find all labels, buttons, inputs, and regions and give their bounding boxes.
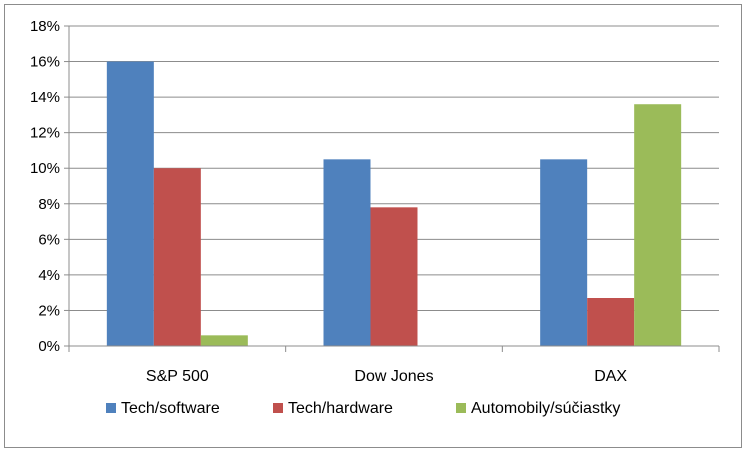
y-tick-label: 8% (38, 196, 60, 213)
y-tick-label: 0% (38, 338, 60, 355)
bar (200, 335, 248, 346)
x-axis-categories: S&P 500 Dow Jones DAX (146, 368, 628, 385)
bar (634, 104, 682, 346)
legend-swatch (273, 403, 283, 413)
x-category-label: S&P 500 (146, 368, 209, 385)
bar (587, 298, 635, 346)
bar (540, 159, 588, 346)
bar (370, 207, 418, 346)
bars (106, 61, 682, 347)
legend-swatch (456, 403, 466, 413)
legend-swatch (106, 403, 116, 413)
bar (106, 61, 154, 347)
axes (64, 25, 720, 352)
y-tick-label: 6% (38, 231, 60, 248)
y-tick-label: 16% (30, 54, 60, 71)
y-tick-label: 10% (30, 160, 60, 177)
y-axis-ticks: 0% 2% 4% 6% 8% 10% 12% 14% 16% 18% (30, 18, 60, 355)
x-category-label: Dow Jones (354, 368, 433, 385)
y-tick-label: 18% (30, 18, 60, 35)
legend-label: Automobily/súčiastky (471, 400, 620, 417)
x-category-label: DAX (594, 368, 627, 385)
y-tick-label: 4% (38, 267, 60, 284)
y-tick-label: 14% (30, 89, 60, 106)
legend: Tech/software Tech/hardware Automobily/súč… (106, 400, 620, 417)
legend-label: Tech/software (121, 400, 220, 417)
y-tick-label: 2% (38, 302, 60, 319)
bar (323, 159, 371, 346)
legend-label: Tech/hardware (288, 400, 393, 417)
bar (153, 168, 201, 346)
y-tick-label: 12% (30, 125, 60, 142)
